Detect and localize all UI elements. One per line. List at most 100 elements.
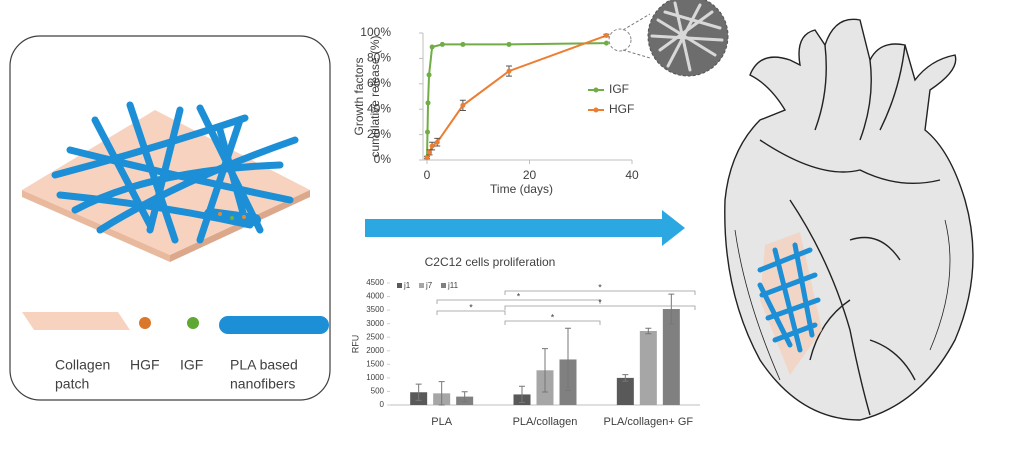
y-tick-label: 4500 [366, 278, 384, 287]
data-point [603, 33, 609, 39]
significance-bracket [504, 305, 696, 310]
bar [639, 330, 657, 405]
y-tick-label: 1000 [366, 373, 384, 382]
y-tick-label: 500 [371, 387, 385, 396]
legend-label: IGF [609, 82, 629, 96]
inset-link [622, 13, 651, 31]
y-tick-label: 2000 [366, 346, 384, 355]
hgf-dot [242, 215, 246, 219]
error-bar [645, 327, 652, 335]
error-bar [519, 385, 525, 404]
significance-bracket [436, 299, 601, 304]
data-point [460, 41, 466, 47]
data-point [429, 44, 435, 50]
y-tick-label: 3000 [366, 319, 384, 328]
x-tick-label: 0 [424, 168, 431, 182]
legend-label: j11 [447, 281, 459, 290]
significance-label: * [469, 302, 473, 312]
igf-dot [230, 216, 234, 220]
y-tick-label: 1500 [366, 359, 384, 368]
bar [662, 309, 680, 405]
data-point [603, 40, 609, 46]
heart-fibers [757, 242, 821, 353]
error-bar [542, 348, 548, 393]
legend-marker [593, 107, 599, 113]
legend-swatch [397, 283, 402, 288]
y-axis-label: Growth factors [352, 57, 366, 135]
data-point [506, 41, 512, 47]
x-tick-label: PLA/collagen+ GF [604, 416, 694, 428]
schematic-label: PLA based [230, 357, 298, 373]
error-bar [461, 391, 468, 402]
arrow [365, 210, 685, 246]
hgf-dot [218, 212, 222, 216]
significance-label: * [551, 312, 555, 322]
y-tick-label: 80% [367, 51, 391, 65]
y-tick-label: 0 [380, 400, 385, 409]
y-tick-label: 20% [367, 127, 391, 141]
legend-hgf [139, 317, 151, 329]
chart-title: C2C12 cells proliferation [425, 255, 556, 269]
schematic-labels: Collagen patch HGF IGF PLA based nanofibers [55, 357, 298, 392]
schematic-label: nanofibers [230, 376, 295, 392]
inset-marker [608, 28, 632, 52]
x-tick-label: 40 [625, 168, 639, 182]
schematic-label: patch [55, 376, 89, 392]
data-point [427, 149, 433, 155]
patch-edge [22, 190, 170, 262]
x-tick-label: 20 [523, 168, 537, 182]
y-tick-label: 100% [360, 25, 391, 39]
x-tick-label: PLA/collagen [513, 416, 578, 428]
x-tick-label: PLA [431, 416, 452, 428]
significance-bracket [504, 290, 696, 295]
y-tick-label: 2500 [366, 332, 384, 341]
data-point [426, 72, 432, 78]
heart [724, 18, 974, 421]
significance-label: * [598, 282, 602, 292]
error-bar [438, 381, 445, 406]
heart-patch [760, 232, 822, 375]
error-bar [565, 327, 571, 392]
y-tick-label: 4000 [366, 292, 384, 301]
inset-link [622, 49, 651, 59]
x-axis-label: Time (days) [490, 182, 553, 196]
y-tick-label: 0% [374, 152, 392, 166]
series-line [426, 42, 607, 158]
legend-igf [187, 317, 199, 329]
legend-label: j1 [403, 281, 411, 290]
data-point [460, 102, 466, 108]
nanofibers [51, 101, 299, 244]
significance-label: * [598, 297, 602, 307]
series-line [426, 34, 607, 158]
significance-label: * [517, 291, 521, 301]
schematic-label: IGF [180, 357, 203, 373]
significance-bracket [504, 320, 601, 325]
data-point [424, 154, 430, 160]
data-point [439, 41, 445, 47]
legend-swatch [441, 283, 446, 288]
schematic-label: HGF [130, 357, 160, 373]
sem-fibers [650, 1, 724, 72]
y-tick-label: 60% [367, 76, 391, 90]
error-bar [668, 293, 675, 325]
y-tick-label: 3500 [366, 305, 384, 314]
data-point [506, 68, 512, 74]
data-point [429, 143, 435, 149]
y-tick-label: 40% [367, 101, 391, 115]
significance-bracket [436, 310, 506, 315]
error-bar [415, 383, 422, 401]
error-bar [622, 374, 629, 382]
legend-marker [593, 87, 599, 93]
y-axis-label: RFU [350, 335, 360, 354]
schematic-label: Collagen [55, 357, 110, 373]
legend-label: HGF [609, 102, 634, 116]
data-point [425, 129, 431, 135]
legend-patch [22, 312, 130, 330]
legend-swatch [419, 283, 424, 288]
y-axis-label: cumulative release (%) [368, 35, 382, 157]
bar [616, 377, 634, 405]
legend-label: j7 [425, 281, 433, 290]
data-point [434, 139, 440, 145]
data-point [425, 100, 431, 106]
